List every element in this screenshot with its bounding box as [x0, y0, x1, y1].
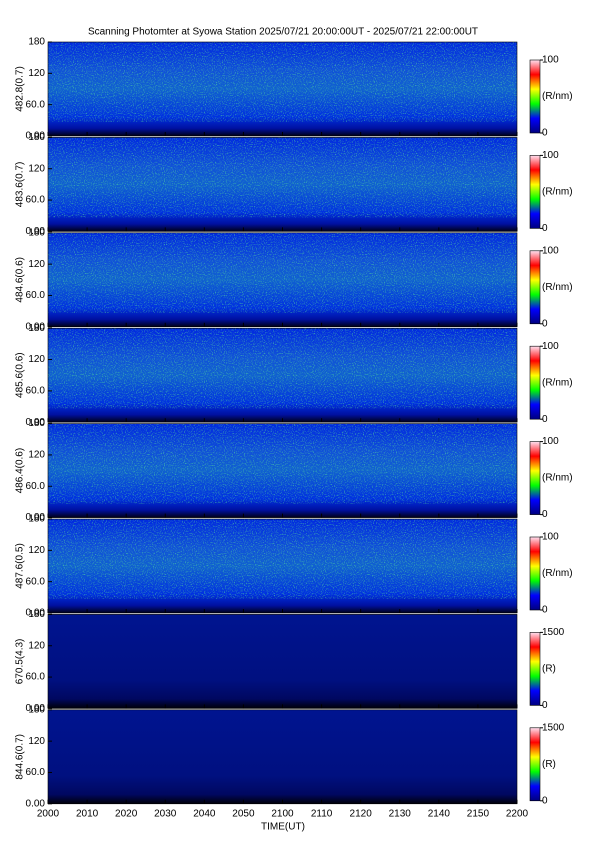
- y-axis-label: 670.5(4.3): [15, 639, 26, 685]
- colorbar: [529, 632, 541, 706]
- y-tick-label: 0.00: [26, 321, 46, 332]
- y-tick-label: 60.0: [26, 290, 46, 301]
- colorbar-label: (R/nm): [542, 187, 573, 198]
- y-axis-label: 844.6(0.7): [15, 734, 26, 780]
- y-tick-label: 180: [28, 704, 45, 715]
- colorbar-tick-label: 0: [542, 414, 548, 425]
- x-tick-label: 2150: [467, 808, 490, 819]
- y-tick-label: 120: [28, 545, 45, 556]
- y-tick-label: 0.00: [26, 608, 46, 619]
- y-tick-label: 0.00: [26, 417, 46, 428]
- heatmap: [48, 614, 517, 709]
- x-tick-label: 2200: [506, 808, 529, 819]
- x-tick-label: 2110: [311, 808, 333, 819]
- colorbar-tick-label: 100: [542, 150, 559, 161]
- colorbar-tick-label: 100: [542, 55, 559, 66]
- colorbar-tick-label: 1500: [542, 627, 565, 638]
- colorbar-tick-label: 0: [542, 128, 548, 139]
- colorbar-tick-label: 100: [542, 532, 559, 543]
- y-tick-label: 0.00: [26, 798, 46, 809]
- y-tick-label: 60.0: [26, 767, 46, 778]
- y-tick-label: 120: [28, 450, 45, 461]
- x-tick-label: 2000: [37, 808, 60, 819]
- y-axis-label: 486.4(0.6): [15, 448, 26, 494]
- y-tick-label: 0.00: [26, 703, 46, 714]
- y-tick-label: 180: [28, 609, 45, 620]
- colorbar-label: (R/nm): [542, 91, 573, 102]
- heatmap-noise: [48, 137, 517, 218]
- y-tick-label: 0.00: [26, 131, 46, 142]
- y-tick-label: 180: [28, 132, 45, 143]
- colorbar: [529, 59, 541, 134]
- y-tick-label: 180: [28, 323, 45, 334]
- colorbar-tick-label: 0: [542, 223, 548, 234]
- colorbar-label: (R/nm): [542, 473, 573, 484]
- y-tick-label: 60.0: [26, 481, 46, 492]
- heatmap-noise: [48, 328, 517, 409]
- colorbar: [529, 345, 541, 420]
- colorbar-tick-label: 0: [542, 605, 548, 616]
- x-tick-label: 2050: [232, 808, 255, 819]
- x-tick-label: 2030: [154, 808, 177, 819]
- y-tick-label: 0.00: [26, 512, 46, 523]
- x-tick-label: 2120: [350, 808, 373, 819]
- x-tick-label: 2040: [193, 808, 216, 819]
- colorbar: [529, 441, 541, 515]
- colorbar-tick-label: 1500: [542, 722, 565, 733]
- y-tick-label: 60.0: [26, 195, 46, 206]
- heatmap-noise: [48, 232, 517, 313]
- heatmap: [48, 709, 517, 804]
- y-tick-label: 60.0: [26, 99, 46, 110]
- y-axis-label: 484.6(0.6): [15, 257, 26, 303]
- y-axis-label: 483.6(0.7): [15, 162, 26, 208]
- y-tick-label: 120: [28, 163, 45, 174]
- y-tick-label: 120: [28, 640, 45, 651]
- x-tick-label: 2100: [271, 808, 294, 819]
- colorbar-label: (R): [542, 664, 556, 675]
- colorbar-label: (R/nm): [542, 282, 573, 293]
- y-tick-label: 180: [28, 514, 45, 525]
- colorbar-label: (R): [542, 759, 556, 770]
- x-axis-label: TIME(UT): [261, 822, 305, 833]
- y-tick-label: 60.0: [26, 386, 46, 397]
- heatmap-noise: [48, 42, 517, 122]
- y-axis-label: 487.6(0.5): [15, 543, 26, 589]
- colorbar-tick-label: 100: [542, 341, 559, 352]
- colorbar-tick-label: 0: [542, 795, 548, 806]
- chart-title: Scanning Photomter at Syowa Station 2025…: [88, 27, 478, 38]
- y-tick-label: 120: [28, 259, 45, 270]
- x-tick-label: 2140: [428, 808, 451, 819]
- y-tick-label: 180: [28, 227, 45, 238]
- heatmap-noise: [48, 519, 517, 599]
- y-tick-label: 0.00: [26, 226, 46, 237]
- x-tick-label: 2130: [389, 808, 412, 819]
- colorbar: [529, 536, 541, 611]
- colorbar-tick-label: 100: [542, 436, 559, 447]
- y-tick-label: 180: [28, 37, 45, 48]
- colorbar-tick-label: 100: [542, 245, 559, 256]
- colorbar-tick-label: 0: [542, 700, 548, 711]
- colorbar-tick-label: 0: [542, 318, 548, 329]
- colorbar-label: (R/nm): [542, 377, 573, 388]
- colorbar-tick-label: 0: [542, 509, 548, 520]
- y-tick-label: 60.0: [26, 576, 46, 587]
- x-tick-label: 2010: [76, 808, 99, 819]
- colorbar: [529, 727, 541, 802]
- y-tick-label: 120: [28, 736, 45, 747]
- y-axis-label: 485.6(0.6): [15, 352, 26, 398]
- colorbar: [529, 155, 541, 229]
- y-tick-label: 60.0: [26, 672, 46, 683]
- y-axis-label: 482.8(0.7): [15, 66, 26, 112]
- colorbar: [529, 250, 541, 325]
- y-tick-label: 120: [28, 68, 45, 79]
- x-tick-label: 2020: [115, 808, 138, 819]
- colorbar-label: (R/nm): [542, 568, 573, 579]
- y-tick-label: 180: [28, 418, 45, 429]
- heatmap-noise: [48, 423, 517, 504]
- y-tick-label: 120: [28, 354, 45, 365]
